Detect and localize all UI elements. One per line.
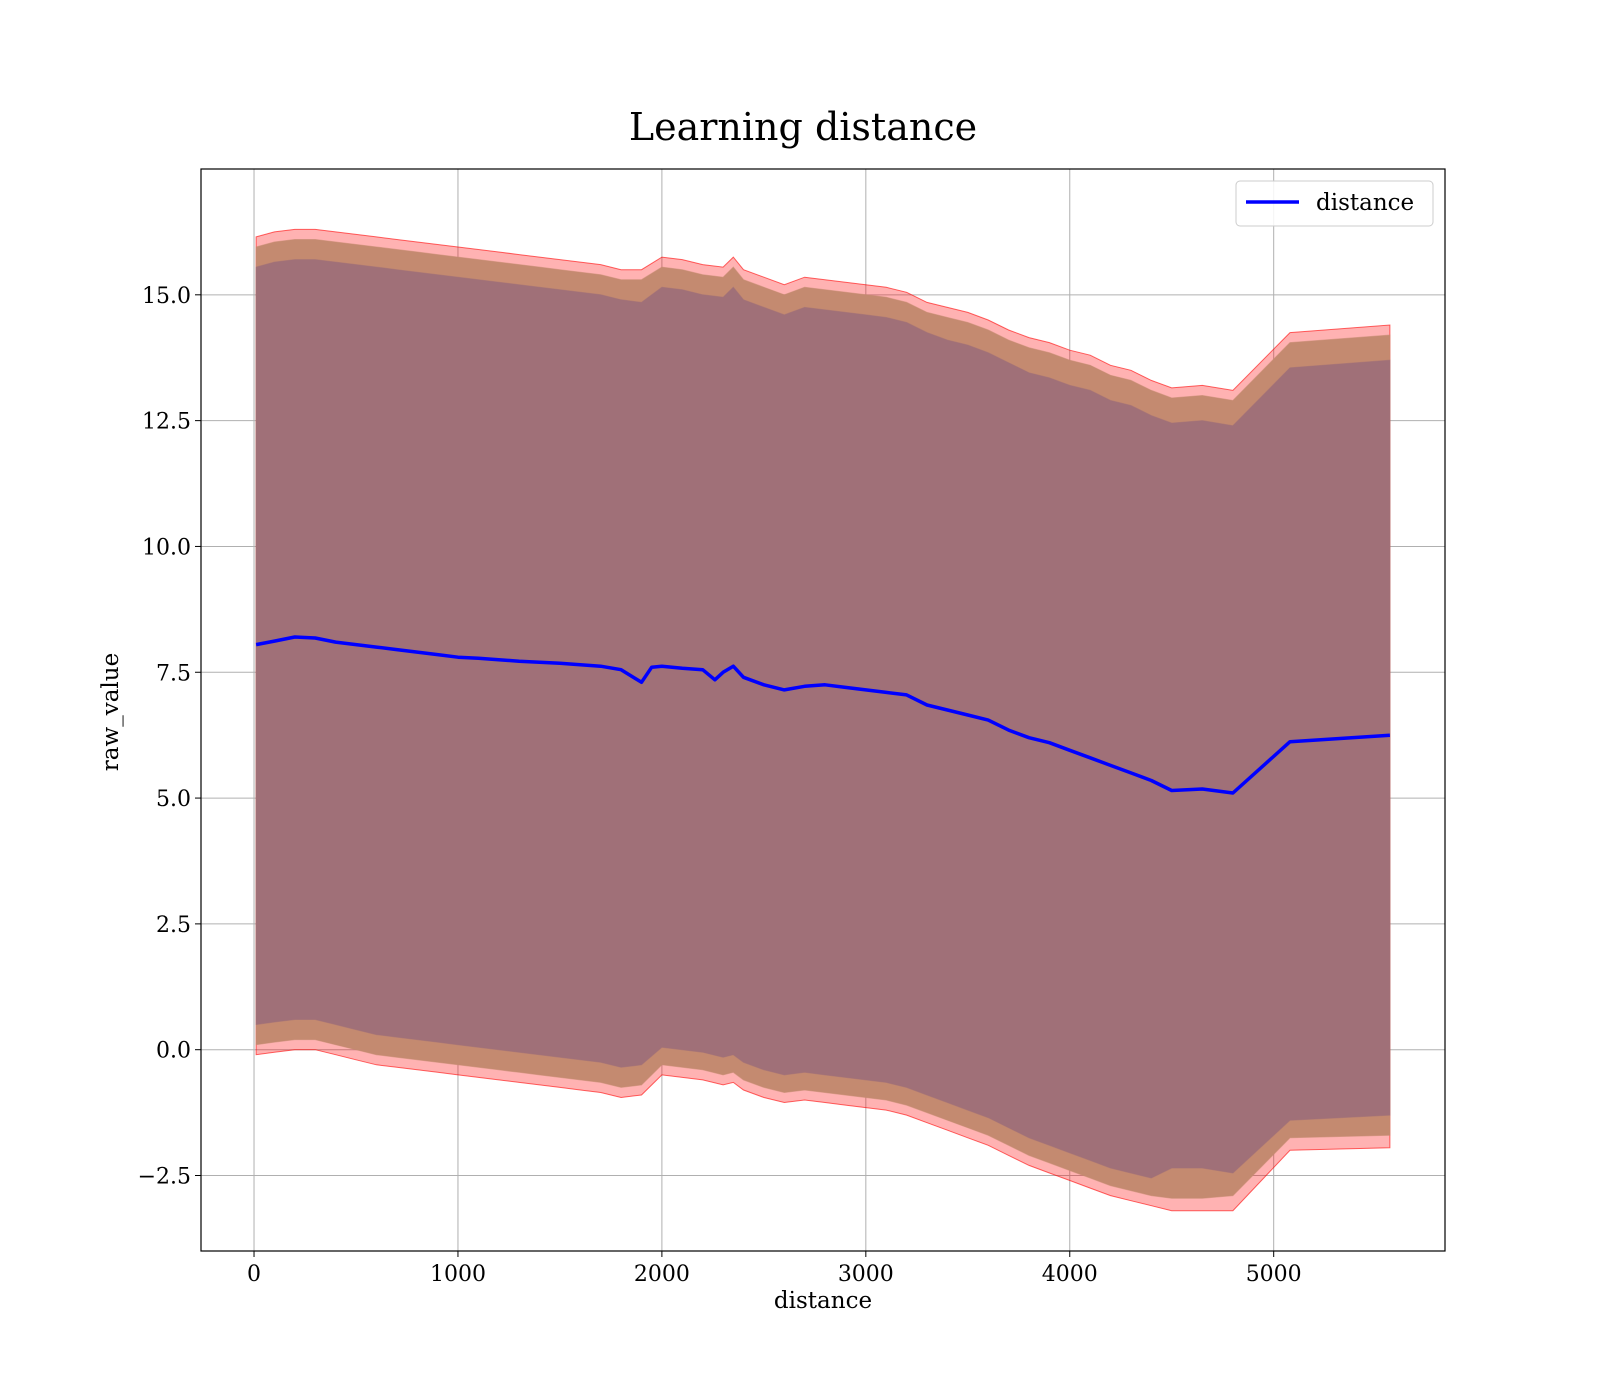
confidence-band-3 [255, 259, 1391, 1179]
y-axis-ticks: −2.5 0.0 2.5 5.0 7.5 10.0 12.5 15.0 [138, 284, 201, 1190]
x-tick-label: 1000 [430, 1262, 486, 1287]
x-tick-label: 0 [247, 1262, 261, 1287]
x-tick-label: 2000 [634, 1262, 690, 1287]
line-layer [255, 635, 1391, 795]
y-tick-label: 5.0 [156, 787, 191, 812]
y-tick-label: 7.5 [156, 661, 191, 686]
legend-label-distance: distance [1316, 190, 1414, 216]
legend: distance [1235, 180, 1434, 227]
y-axis-title: raw_value [98, 653, 124, 771]
y-tick-label: 12.5 [142, 410, 191, 435]
x-tick-label: 5000 [1246, 1262, 1302, 1287]
y-tick-label: 2.5 [156, 913, 191, 938]
series-line-distance [255, 635, 1391, 795]
x-tick-label: 3000 [838, 1262, 894, 1287]
y-tick-label: 15.0 [142, 284, 191, 309]
x-tick-label: 4000 [1042, 1262, 1098, 1287]
chart-title: Learning distance [629, 105, 977, 149]
plot-frame [200, 168, 1446, 1252]
x-axis-title: distance [774, 1288, 872, 1314]
y-tick-label: −2.5 [138, 1165, 191, 1190]
x-axis-ticks: 0 1000 2000 3000 4000 5000 [247, 1251, 1302, 1287]
band-layer [255, 228, 1391, 1212]
y-tick-label: 0.0 [156, 1039, 191, 1064]
legend-box [1235, 180, 1434, 227]
y-tick-label: 10.0 [142, 535, 191, 560]
